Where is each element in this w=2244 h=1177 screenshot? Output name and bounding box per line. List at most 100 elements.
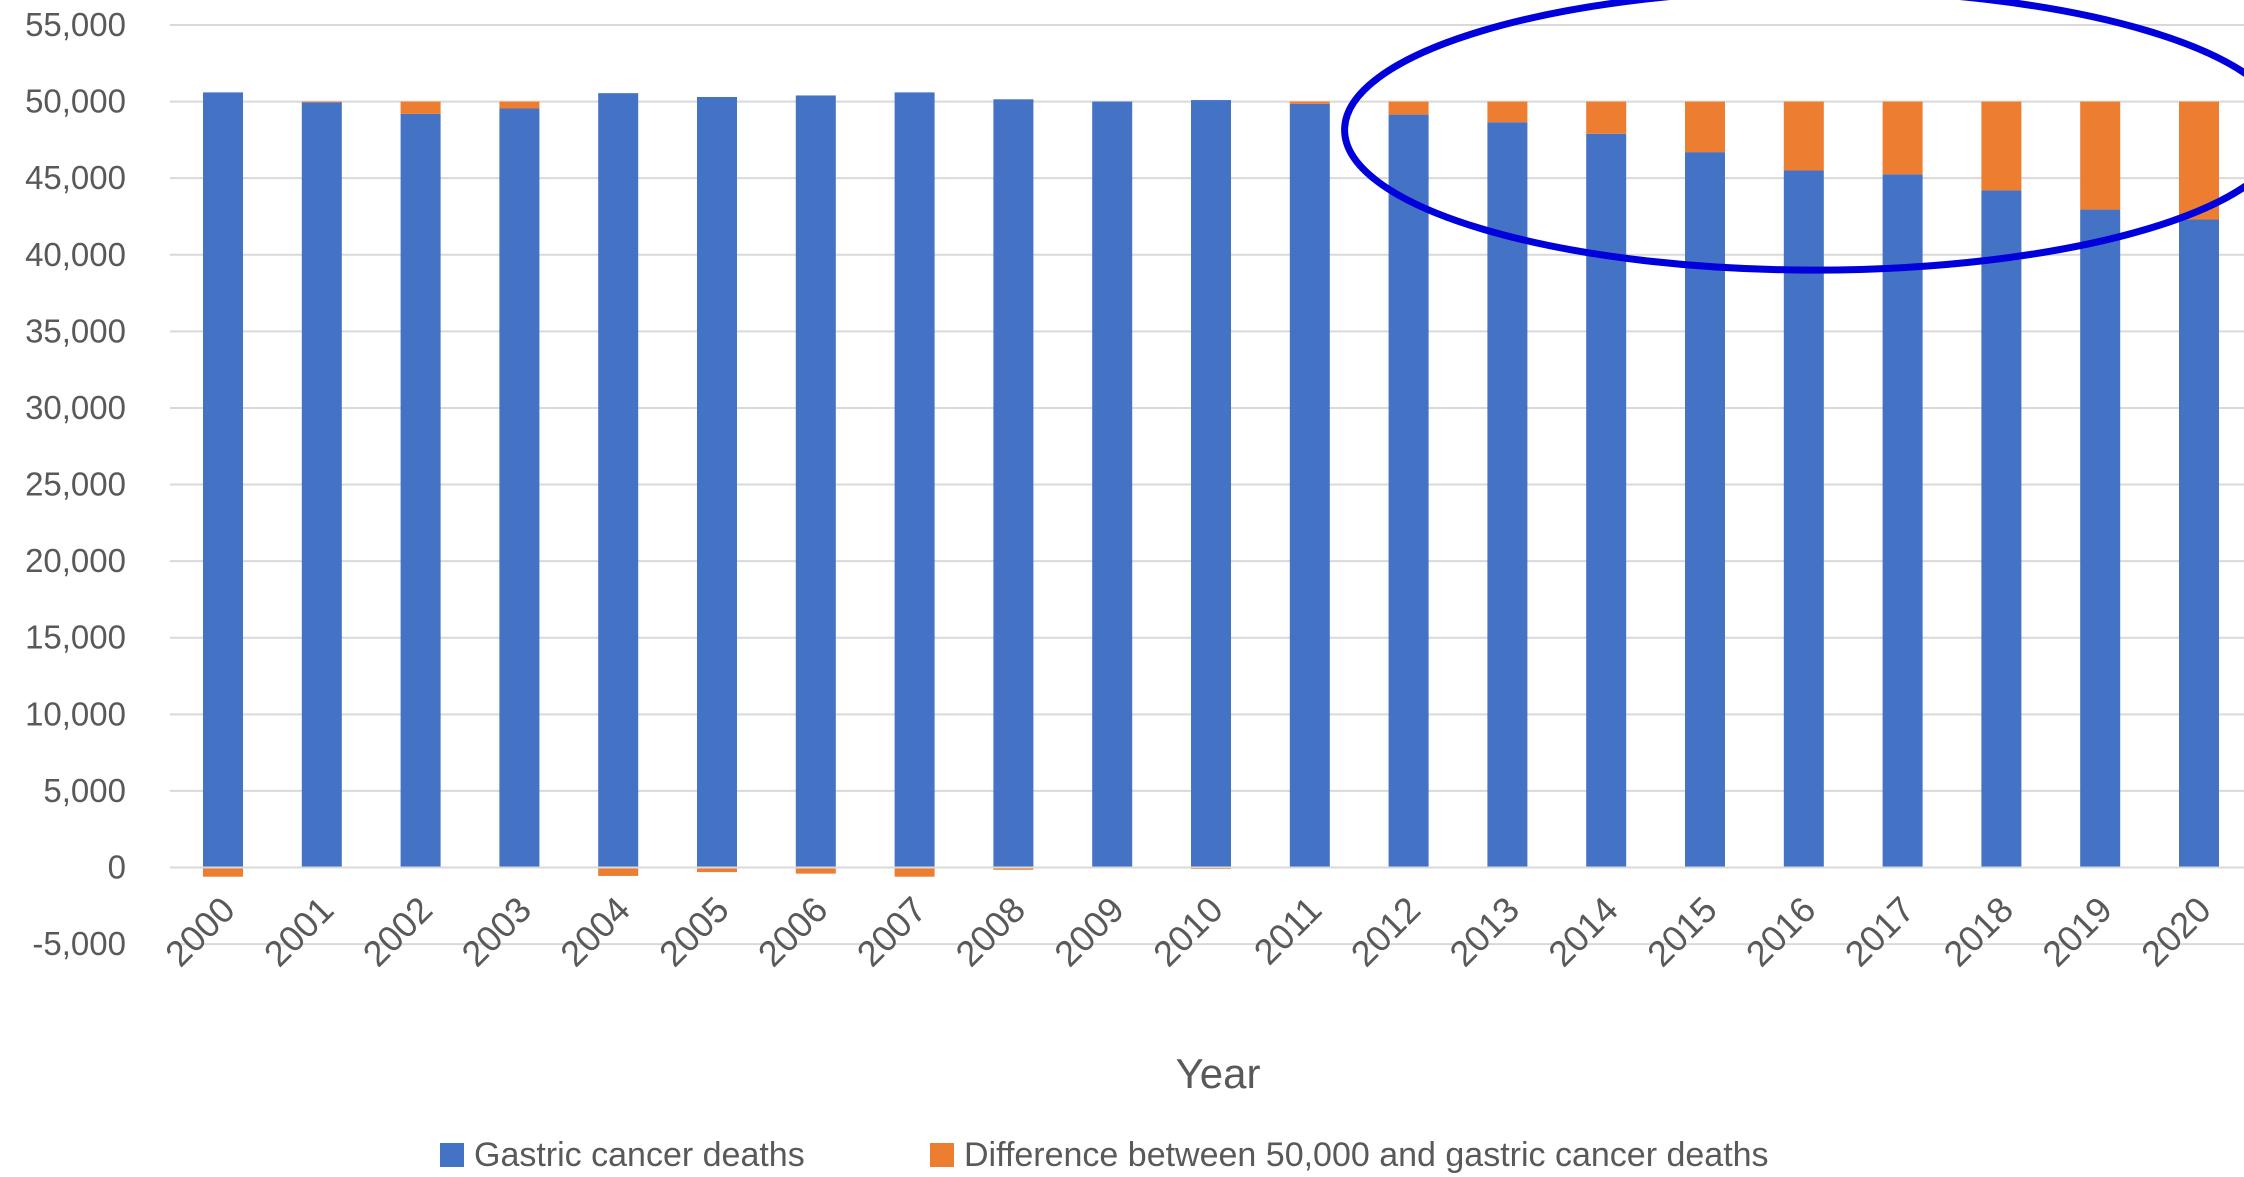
legend-label-1: Difference between 50,000 and gastric ca… bbox=[964, 1136, 1769, 1174]
bar-group-2000 bbox=[203, 92, 243, 877]
bar-difference-2013 bbox=[1487, 101, 1528, 123]
bar-group-2015 bbox=[1685, 101, 1725, 868]
bar-group-2004 bbox=[598, 93, 639, 876]
x-tick-label: 2007 bbox=[849, 889, 935, 975]
bar-gastric-deaths-2008 bbox=[993, 99, 1034, 868]
x-axis-label: Year bbox=[1176, 1050, 1261, 1097]
bar-gastric-deaths-2009 bbox=[1092, 101, 1133, 868]
x-tick-label: 2011 bbox=[1246, 889, 1330, 973]
x-axis-ticks: 2000 2001 2002 2003 2004 2005 2006 2007 2008 2009… bbox=[157, 889, 2219, 975]
bar-difference-2003 bbox=[499, 101, 540, 109]
legend-swatch-1 bbox=[930, 1143, 954, 1167]
y-tick-label: 35,000 bbox=[25, 312, 126, 349]
bar-group-2002 bbox=[400, 101, 441, 868]
bar-difference-2008 bbox=[993, 867, 1034, 870]
x-tick-label: 2017 bbox=[1837, 889, 1923, 975]
bar-difference-2014 bbox=[1586, 101, 1627, 134]
bar-difference-2007 bbox=[894, 867, 935, 877]
x-tick-label: 2020 bbox=[2133, 889, 2219, 975]
bar-group-2014 bbox=[1586, 101, 1627, 868]
bar-difference-2011 bbox=[1289, 101, 1330, 104]
bar-group-2001 bbox=[301, 101, 342, 868]
bar-group-2013 bbox=[1487, 101, 1528, 868]
bar-gastric-deaths-2020 bbox=[2179, 219, 2219, 868]
x-tick-label: 2019 bbox=[2034, 889, 2120, 975]
x-tick-label: 2012 bbox=[1343, 889, 1429, 975]
x-tick-label: 2005 bbox=[651, 889, 737, 975]
bar-group-2008 bbox=[993, 99, 1034, 870]
bar-difference-2016 bbox=[1783, 101, 1824, 171]
bar-group-2018 bbox=[1981, 101, 2022, 868]
y-tick-label: 50,000 bbox=[25, 83, 126, 120]
x-tick-label: 2006 bbox=[750, 889, 836, 975]
x-tick-label: 2015 bbox=[1639, 889, 1725, 975]
y-tick-label: 20,000 bbox=[25, 542, 126, 579]
bar-gastric-deaths-2004 bbox=[598, 93, 639, 868]
x-tick-label: 2014 bbox=[1540, 889, 1626, 975]
bar-difference-2001 bbox=[301, 101, 342, 103]
bar-gastric-deaths-2019 bbox=[2080, 209, 2121, 868]
bar-gastric-deaths-2000 bbox=[203, 92, 243, 868]
bar-gastric-deaths-2015 bbox=[1685, 152, 1725, 868]
bar-difference-2020 bbox=[2179, 101, 2219, 220]
bar-difference-2012 bbox=[1388, 101, 1429, 115]
y-tick-label: 45,000 bbox=[25, 159, 126, 196]
bar-gastric-deaths-2005 bbox=[697, 96, 737, 868]
y-tick-label: 55,000 bbox=[25, 6, 126, 43]
bar-group-2011 bbox=[1289, 101, 1330, 868]
bar-group-2019 bbox=[2080, 101, 2121, 868]
bar-gastric-deaths-2003 bbox=[499, 108, 540, 868]
x-tick-label: 2004 bbox=[552, 889, 638, 975]
bar-gastric-deaths-2006 bbox=[795, 95, 836, 868]
bar-group-2003 bbox=[499, 101, 540, 868]
bar-group-2006 bbox=[795, 95, 836, 874]
y-tick-label: 0 bbox=[108, 849, 126, 886]
x-tick-label: 2009 bbox=[1046, 889, 1132, 975]
bar-gastric-deaths-2002 bbox=[400, 113, 441, 868]
bar-gastric-deaths-2011 bbox=[1289, 103, 1330, 868]
bar-difference-2015 bbox=[1685, 101, 1725, 153]
bar-difference-2018 bbox=[1981, 101, 2022, 191]
y-tick-label: -5,000 bbox=[32, 925, 126, 962]
bar-group-2010 bbox=[1191, 100, 1231, 870]
bar-gastric-deaths-2007 bbox=[894, 92, 935, 868]
bar-difference-2005 bbox=[697, 867, 737, 873]
bar-gastric-deaths-2018 bbox=[1981, 190, 2022, 868]
x-tick-label: 2013 bbox=[1441, 889, 1527, 975]
y-tick-label: 40,000 bbox=[25, 236, 126, 273]
bar-difference-2004 bbox=[598, 867, 639, 876]
x-tick-label: 2018 bbox=[1935, 889, 2021, 975]
legend: Gastric cancer deaths Difference between … bbox=[440, 1136, 1769, 1174]
legend-swatch-0 bbox=[440, 1143, 464, 1167]
y-tick-label: 25,000 bbox=[25, 466, 126, 503]
bar-gastric-deaths-2013 bbox=[1487, 122, 1528, 868]
y-axis-ticks: -5,000 0 5,000 10,000 15,000 20,000 25,000 30,0… bbox=[25, 6, 126, 962]
bar-difference-2006 bbox=[795, 867, 836, 874]
x-tick-label: 2016 bbox=[1738, 889, 1824, 975]
bar-difference-2002 bbox=[400, 101, 441, 114]
legend-label-0: Gastric cancer deaths bbox=[474, 1136, 805, 1174]
bar-difference-2019 bbox=[2080, 101, 2121, 210]
y-tick-label: 15,000 bbox=[25, 619, 126, 656]
bar-group-2016 bbox=[1783, 101, 1824, 868]
bars bbox=[203, 92, 2219, 877]
x-tick-label: 2000 bbox=[157, 889, 243, 975]
bar-gastric-deaths-2017 bbox=[1882, 174, 1923, 868]
bar-difference-2017 bbox=[1882, 101, 1923, 175]
bar-group-2017 bbox=[1882, 101, 1923, 868]
bar-gastric-deaths-2010 bbox=[1191, 100, 1231, 868]
x-tick-label: 2003 bbox=[453, 889, 539, 975]
y-tick-label: 5,000 bbox=[43, 772, 126, 809]
bar-gastric-deaths-2014 bbox=[1586, 133, 1627, 868]
y-tick-label: 30,000 bbox=[25, 389, 126, 426]
x-tick-label: 2001 bbox=[256, 889, 342, 975]
y-tick-label: 10,000 bbox=[25, 695, 126, 732]
bar-group-2012 bbox=[1388, 101, 1429, 868]
x-tick-label: 2008 bbox=[947, 889, 1033, 975]
x-tick-label: 2002 bbox=[355, 889, 441, 975]
bar-difference-2000 bbox=[203, 867, 243, 877]
bar-group-2007 bbox=[894, 92, 935, 877]
highlight-ellipse bbox=[1341, 0, 2244, 274]
bar-gastric-deaths-2001 bbox=[301, 102, 342, 868]
